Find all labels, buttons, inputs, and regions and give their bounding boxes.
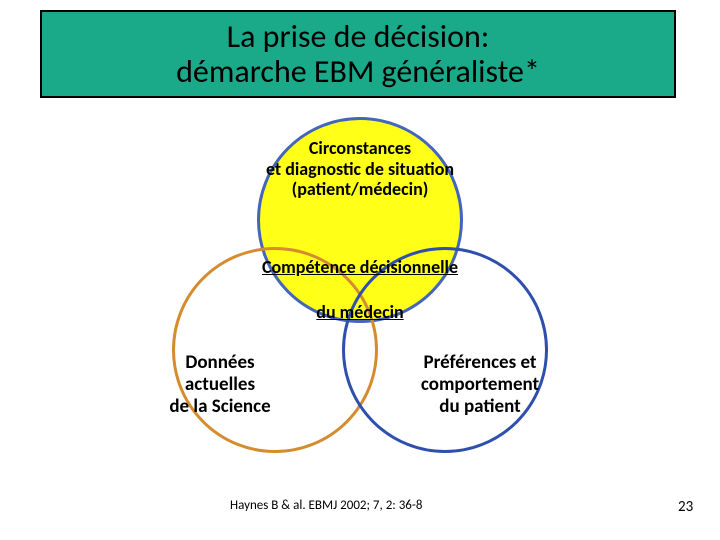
citation: Haynes B & al. EBMJ 2002; 7, 2: 36-8 (230, 498, 422, 513)
label-patient: Préférences et comportement du patient (395, 352, 565, 418)
page-number: 23 (678, 498, 693, 516)
slide: La prise de décision: démarche EBM génér… (0, 0, 720, 540)
label-science: Données actuelles de la Science (145, 352, 295, 418)
label-circumstances: Circonstances et diagnostic de situation… (225, 138, 495, 200)
label-center-line1: Compétence décisionnelle (225, 257, 495, 278)
label-center-line2: du médecin (225, 302, 495, 323)
title-line2: démarche EBM généraliste* (176, 52, 540, 91)
title-text: La prise de décision: démarche EBM génér… (176, 19, 540, 89)
title-bar: La prise de décision: démarche EBM génér… (40, 10, 676, 98)
title-line1: La prise de décision: (227, 17, 490, 56)
